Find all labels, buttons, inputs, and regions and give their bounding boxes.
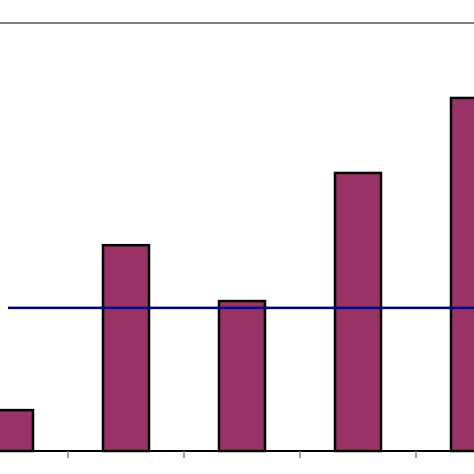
bar-4 (333, 171, 383, 453)
bar-3 (217, 299, 267, 453)
bar-2 (101, 243, 151, 453)
bar-5 (449, 96, 474, 453)
x-axis (0, 450, 474, 458)
bar-1 (0, 408, 35, 453)
bars-layer (0, 96, 474, 453)
